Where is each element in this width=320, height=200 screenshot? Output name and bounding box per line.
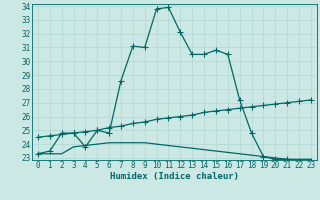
X-axis label: Humidex (Indice chaleur): Humidex (Indice chaleur) (110, 172, 239, 181)
